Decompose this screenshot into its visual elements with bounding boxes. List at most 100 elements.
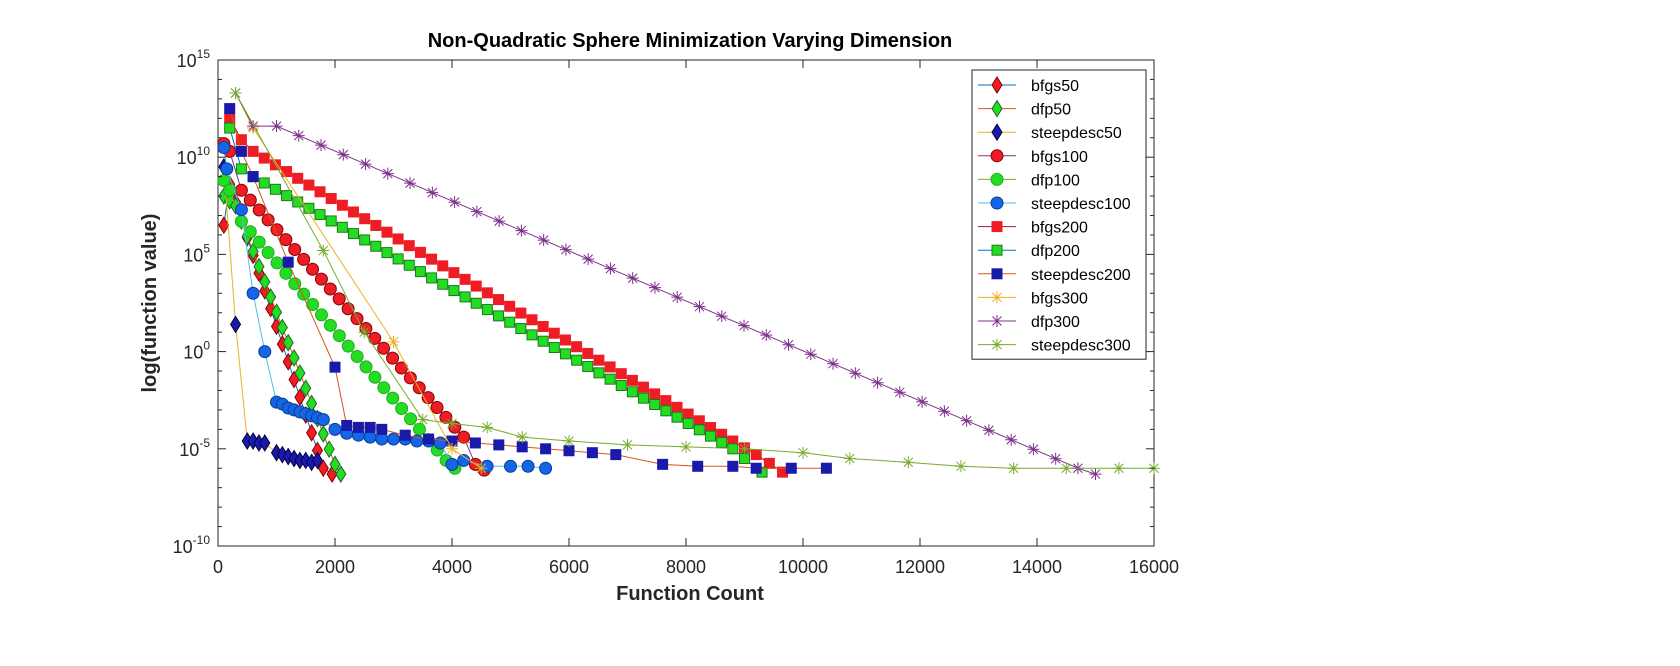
y-tick-base: 10: [183, 343, 203, 363]
data-point: [306, 423, 318, 442]
legend-label: steepdesc50: [1031, 125, 1122, 142]
data-point: [252, 203, 266, 217]
data-point: [515, 323, 527, 335]
data-point: [423, 433, 435, 445]
data-point: [727, 460, 739, 472]
data-point: [261, 246, 275, 260]
data-point: [252, 235, 266, 249]
data-point: [279, 266, 293, 280]
data-point: [559, 334, 571, 346]
data-point: [247, 145, 259, 157]
data-point: [649, 398, 661, 410]
x-tick-label: 12000: [895, 557, 945, 577]
data-point: [916, 395, 929, 408]
legend-box: [971, 69, 1147, 360]
data-point: [446, 442, 458, 455]
data-point: [416, 413, 429, 426]
data-point: [377, 381, 391, 395]
data-point: [849, 367, 862, 380]
data-point: [693, 300, 706, 313]
data-point: [1049, 452, 1062, 465]
data-point: [359, 158, 372, 171]
data-point: [481, 287, 493, 299]
data-point: [364, 421, 376, 433]
legend-marker: [990, 196, 1004, 210]
data-point: [1112, 462, 1125, 475]
data-point: [604, 373, 616, 385]
data-point: [615, 380, 627, 392]
data-point: [279, 233, 293, 247]
data-point: [982, 424, 995, 437]
data-point: [392, 253, 404, 265]
series-dfp100: [217, 174, 462, 475]
data-point: [282, 333, 294, 352]
data-point: [328, 422, 342, 436]
data-point: [571, 354, 583, 366]
y-tick-exponent: 5: [203, 241, 210, 255]
data-point: [504, 459, 517, 473]
legend-marker: [990, 172, 1004, 186]
data-point: [317, 244, 330, 257]
legend-entry-steepdesc50: steepdesc50: [978, 123, 1122, 142]
data-point: [804, 348, 817, 361]
data-point: [459, 273, 471, 285]
data-point: [229, 315, 242, 334]
y-tick-label: 105: [183, 241, 210, 265]
data-point: [376, 423, 388, 435]
data-point: [243, 193, 257, 207]
legend-entry-bfgs300: bfgs300: [978, 290, 1088, 307]
data-point: [315, 139, 328, 152]
data-point: [234, 183, 248, 197]
data-point: [234, 214, 248, 228]
data-point: [235, 163, 247, 175]
data-point: [785, 462, 797, 474]
data-point: [288, 348, 300, 367]
data-point: [297, 252, 311, 266]
data-point: [368, 331, 382, 345]
data-point: [750, 449, 762, 461]
data-point: [325, 193, 337, 205]
data-point: [404, 177, 417, 190]
y-tick-exponent: -5: [199, 436, 210, 450]
legend-marker: [991, 76, 1003, 94]
data-point: [375, 432, 389, 446]
data-point: [559, 348, 571, 360]
data-point: [493, 439, 505, 451]
y-tick-label: 1015: [177, 47, 211, 71]
data-point: [247, 120, 260, 133]
legend-label: steepdesc300: [1031, 338, 1131, 355]
data-point: [1007, 462, 1020, 475]
data-point: [426, 186, 439, 199]
data-point: [682, 408, 694, 420]
x-tick-label: 14000: [1012, 557, 1062, 577]
data-point: [404, 412, 418, 426]
data-point: [270, 256, 284, 270]
data-point: [311, 451, 324, 470]
data-point: [657, 458, 669, 470]
data-point: [693, 424, 705, 436]
data-point: [281, 190, 293, 202]
data-point: [341, 339, 355, 353]
x-tick-label: 16000: [1129, 557, 1179, 577]
series-steepdesc50: [218, 157, 324, 472]
data-point: [294, 388, 306, 407]
y-tick-base: 10: [173, 537, 193, 557]
data-point: [387, 432, 400, 446]
y-tick-label: 10-5: [179, 436, 210, 460]
data-point: [1060, 462, 1073, 475]
data-point: [359, 234, 371, 246]
legend-marker: [991, 338, 1003, 351]
y-tick-exponent: -10: [193, 533, 211, 547]
data-point: [516, 431, 529, 444]
data-point: [548, 327, 560, 339]
data-point: [448, 267, 460, 279]
legend-entry-bfgs50: bfgs50: [978, 76, 1079, 95]
data-point: [258, 345, 272, 359]
legend-label: bfgs300: [1031, 290, 1088, 307]
data-point: [563, 445, 575, 457]
data-point: [329, 361, 341, 373]
data-point: [626, 374, 638, 386]
data-point: [359, 213, 371, 225]
data-point: [292, 172, 304, 184]
x-tick-label: 0: [213, 557, 223, 577]
